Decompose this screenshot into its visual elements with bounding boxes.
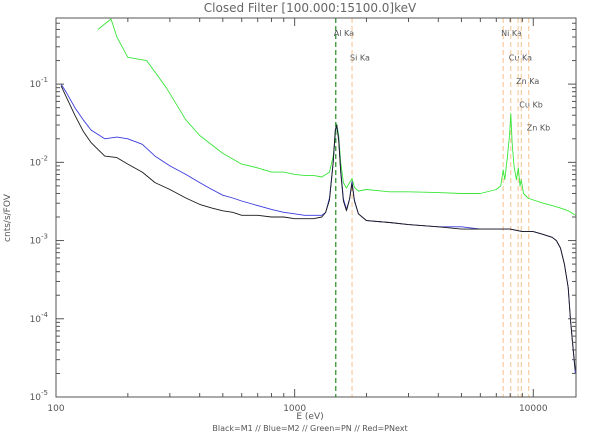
chart-title: Closed Filter [100.000:15100.0]keV — [204, 1, 417, 15]
y-tick-label-2: 10-3 — [30, 233, 48, 247]
x-tick-label-2: 10000 — [519, 404, 548, 414]
ref-line-label-4: Zn Ka — [516, 77, 539, 86]
plot-frame — [55, 17, 577, 398]
y-tick-label-3: 10-4 — [30, 311, 49, 325]
x-tick-label-0: 100 — [47, 404, 64, 414]
series-layer — [60, 18, 576, 374]
ref-line-label-3: Cu Ka — [509, 53, 532, 62]
ref-line-label-6: Zn Kb — [527, 123, 550, 132]
legend-caption: Black=M1 // Blue=M2 // Green=PN // Red=P… — [212, 424, 407, 433]
reference-lines: Al Ka Si Ka Ni Ka Cu Ka Zn Ka Cu Kb Zn Kb — [334, 18, 550, 397]
y-tick-label-0: 10-1 — [30, 76, 48, 90]
x-tick-label-1: 1000 — [283, 404, 306, 414]
y-tick-label-1: 10-2 — [30, 154, 48, 168]
ref-line-label-2: Ni Ka — [501, 29, 522, 38]
y-tick-label-4: 10-5 — [30, 389, 48, 403]
x-axis-label: E (eV) — [296, 412, 323, 422]
y-axis: 10-1 10-2 10-3 10-4 10-5 — [30, 22, 576, 403]
series-line-2 — [60, 85, 576, 371]
x-axis: 100 1000 10000 — [47, 18, 548, 414]
ref-line-label-5: Cu Kb — [519, 100, 543, 109]
series-line-0 — [97, 18, 576, 216]
ref-line-label-0: Al Ka — [334, 29, 354, 38]
ref-line-label-1: Si Ka — [350, 53, 370, 62]
y-axis-label: cnts/s/FOV — [3, 193, 13, 242]
